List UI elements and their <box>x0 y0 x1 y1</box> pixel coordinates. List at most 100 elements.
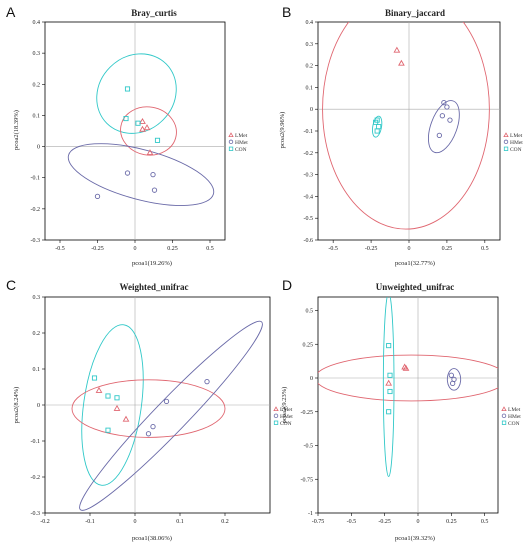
data-point-con <box>373 119 379 125</box>
data-point-con <box>91 375 98 381</box>
data-point-con <box>387 388 393 395</box>
x-tick-label: -0.2 <box>40 519 50 525</box>
legend-label-lmet: LMet <box>280 407 293 413</box>
y-tick-label: 0.4 <box>306 20 314 26</box>
x-tick-label: -0.1 <box>85 519 95 525</box>
y-tick-label: 0 <box>310 376 313 382</box>
y-axis-label: pcoa2(18.39%) <box>13 110 20 150</box>
y-tick-label: -0.3 <box>31 238 41 244</box>
y-tick-label: -0.5 <box>304 444 314 450</box>
data-point-con <box>135 120 141 126</box>
y-tick-label: -0.4 <box>304 194 314 200</box>
x-tick-label: 0.5 <box>481 246 489 252</box>
x-tick-label: 0.5 <box>206 246 214 252</box>
legend-marker-con <box>273 420 279 425</box>
x-axis-label: pcoa1(39.32%) <box>395 535 435 542</box>
data-point-con <box>386 343 392 349</box>
data-point-hmet <box>163 398 170 405</box>
data-point-hmet <box>444 104 450 110</box>
legend-label-hmet: HMet <box>235 140 248 146</box>
confidence-ellipse-con <box>382 297 395 477</box>
y-tick-label: -0.5 <box>304 216 314 222</box>
data-point-hmet <box>204 378 210 385</box>
legend-label-con: CON <box>235 147 247 153</box>
data-point-hmet <box>145 431 152 437</box>
data-point-con <box>387 372 393 378</box>
x-tick-label: -0.25 <box>378 519 391 525</box>
plot-area: -0.75 -0.5 -0.25 0 0.25 0.5 -1 -0.75 -0.5 -0.25 0 0… <box>301 296 521 525</box>
panel-binary-jaccard: B Binary_jaccard pcoa1(32.77%) pcoa2(9.9… <box>279 4 524 267</box>
data-point-con <box>105 393 111 399</box>
y-tick-label: -0.1 <box>304 129 314 135</box>
data-point-lmet <box>122 415 130 422</box>
x-tick-label: 0 <box>134 519 137 525</box>
legend-marker-hmet <box>228 139 234 145</box>
legend-label-hmet: HMet <box>280 414 293 420</box>
ellipse-layer <box>322 22 490 230</box>
x-tick-label: 0.5 <box>481 519 489 525</box>
x-tick-label: 0 <box>134 246 137 252</box>
confidence-ellipse-con <box>96 53 177 134</box>
confidence-ellipse-lmet <box>322 22 490 230</box>
legend-label-hmet: HMet <box>508 414 521 420</box>
confidence-ellipse-lmet <box>71 379 226 438</box>
y-tick-label: -0.3 <box>31 511 41 517</box>
panel-unweighted-unifrac: D Unweighted_unifrac pcoa1(39.32%) pcoa2… <box>281 277 521 542</box>
y-tick-label: 0.5 <box>306 309 314 315</box>
y-tick-label: -0.2 <box>31 475 41 481</box>
data-point-con <box>374 128 380 134</box>
x-tick-label: 0 <box>417 519 420 525</box>
panel-title: Bray_curtis <box>131 8 177 18</box>
data-point-con <box>386 409 392 415</box>
panel-label: A <box>6 4 16 20</box>
legend-marker-lmet <box>273 406 279 412</box>
legend-marker-con <box>501 420 507 425</box>
x-tick-label: -0.5 <box>328 246 338 252</box>
y-axis-label: pcoa2(9.23%) <box>281 387 288 424</box>
panel-title: Binary_jaccard <box>385 8 445 18</box>
legend-marker-lmet <box>228 132 234 138</box>
data-point-con <box>105 427 111 433</box>
data-point-hmet <box>439 113 446 119</box>
plot-area: -0.5 -0.25 0 0.25 0.5 -0.6 -0.5 -0.4 -0.3 -0.2 -0.… <box>304 20 524 252</box>
data-point-con <box>376 124 382 130</box>
confidence-ellipse-lmet <box>120 106 177 156</box>
data-point-lmet <box>402 364 410 371</box>
y-tick-label: -0.25 <box>301 410 314 416</box>
legend-label-lmet: LMet <box>235 133 248 139</box>
ellipse-layer <box>67 53 215 206</box>
y-tick-label: -0.3 <box>304 173 314 179</box>
y-axis-label: pcoa2(9.96%) <box>279 112 286 149</box>
y-tick-label: 0.1 <box>306 85 314 91</box>
legend-marker-con <box>503 146 509 151</box>
y-tick-label: 0.2 <box>33 82 41 88</box>
data-point-con <box>124 86 131 92</box>
data-point-lmet <box>113 404 121 411</box>
y-tick-label: -0.2 <box>31 207 41 213</box>
y-tick-label: 0 <box>310 107 313 113</box>
panel-weighted-unifrac: C Weighted_unifrac pcoa1(38.06%) pcoa2(8… <box>6 277 293 542</box>
data-point-lmet <box>398 59 405 66</box>
panel-label: B <box>282 4 291 20</box>
data-point-lmet <box>385 379 393 386</box>
legend-marker-lmet <box>503 132 509 138</box>
x-tick-label: -0.75 <box>312 519 325 525</box>
panel-label: D <box>282 277 292 293</box>
confidence-ellipse-hmet <box>427 100 460 154</box>
legend-marker-hmet <box>503 139 509 145</box>
data-point-hmet <box>447 117 453 123</box>
panel-bray-curtis: A Bray_curtis pcoa1(19.26%) pcoa2(18.39%… <box>6 4 248 267</box>
legend-label-con: CON <box>280 421 292 427</box>
x-tick-label: -0.5 <box>347 519 357 525</box>
legend-label-lmet: LMet <box>508 407 521 413</box>
data-point-hmet <box>94 193 101 200</box>
y-tick-label: 0.3 <box>306 42 314 48</box>
x-tick-label: 0.25 <box>167 246 178 252</box>
x-tick-label: 0 <box>408 246 411 252</box>
x-tick-label: -0.25 <box>365 246 378 252</box>
legend-marker-lmet <box>501 406 507 412</box>
legend-label-con: CON <box>508 421 520 427</box>
legend-marker-hmet <box>501 413 507 419</box>
y-tick-label: -0.75 <box>301 477 314 483</box>
y-tick-label: 0 <box>37 145 40 151</box>
